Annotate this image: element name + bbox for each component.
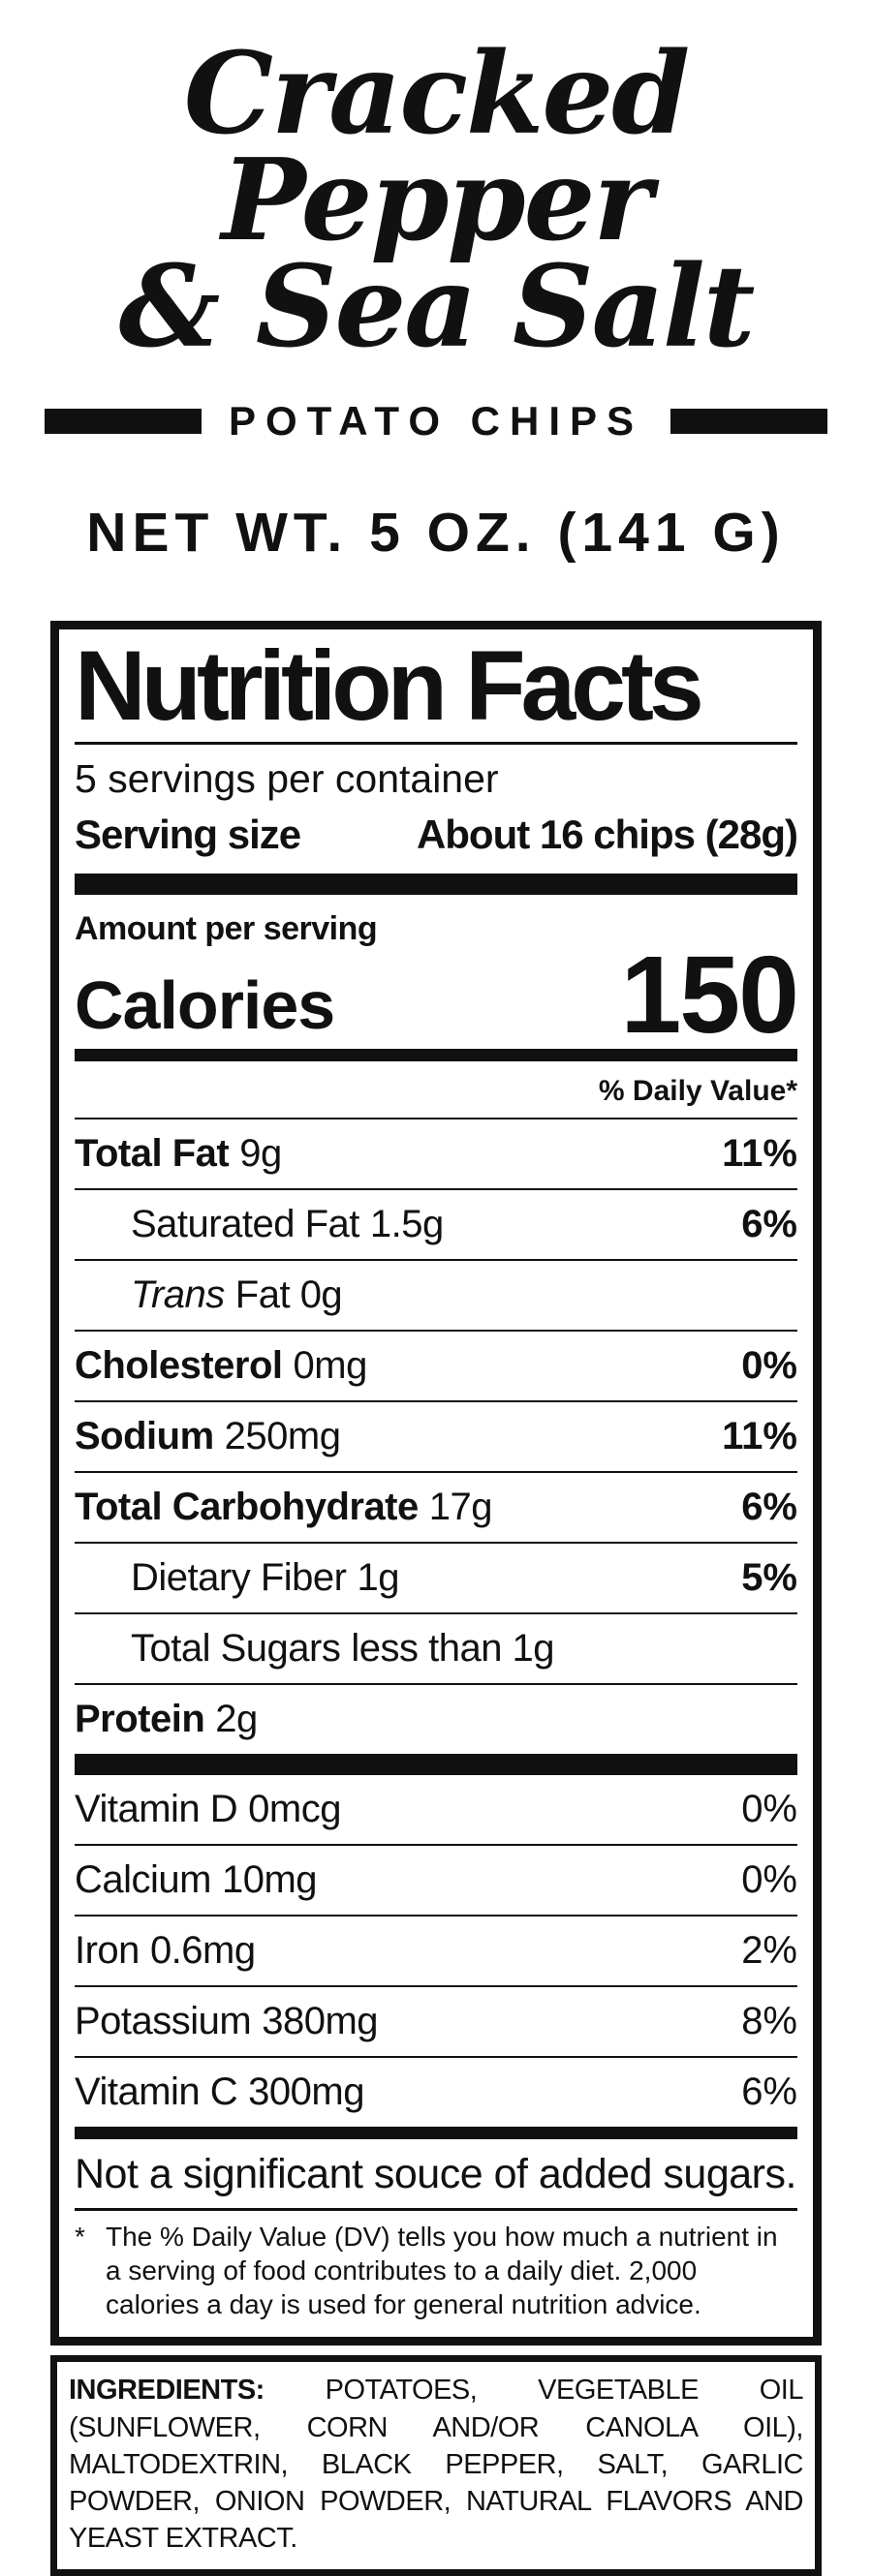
nutrient-dv: 6% — [741, 1203, 797, 1246]
brand-header: Cracked Pepper & Sea Salt POTATO CHIPS N… — [0, 28, 872, 565]
nutrient-dv: 6% — [741, 1486, 797, 1529]
vitamin-row-potassium: Potassium 380mg 8% — [75, 1985, 797, 2056]
nutrient-amount: less than 1g — [351, 1627, 555, 1671]
nutrient-row-total-carbohydrate: Total Carbohydrate 17g 6% — [75, 1471, 797, 1542]
nutrient-label: Trans — [131, 1273, 225, 1317]
nutrient-rows: Total Fat 9g 11% Saturated Fat 1.5g 6% Tra… — [75, 1118, 797, 1754]
nutrition-facts-panel: Nutrition Facts 5 servings per container… — [50, 620, 822, 2346]
vitamin-row-vitamin-c: Vitamin C 300mg 6% — [75, 2056, 797, 2127]
footnote-text: The % Daily Value (DV) tells you how muc… — [106, 2222, 778, 2319]
product-title-line2: & Sea Salt — [118, 241, 756, 374]
nutrient-label: Potassium — [75, 2000, 252, 2043]
nutrient-amount: 10mg — [221, 1858, 318, 1902]
thick-divider — [75, 873, 797, 895]
net-weight: NET WT. 5 OZ. (141 G) — [86, 501, 786, 564]
nutrient-amount: 0mg — [293, 1344, 368, 1388]
nutrient-amount: 9g — [239, 1132, 282, 1176]
nutrient-label: Vitamin D — [75, 1788, 238, 1831]
nutrient-dv: 0% — [741, 1858, 797, 1902]
vitamin-row-iron: Iron 0.6mg 2% — [75, 1915, 797, 1985]
thin-rule — [75, 2208, 797, 2212]
calories-value: 150 — [620, 933, 799, 1056]
vitamin-row-vitamin-d: Vitamin D 0mcg 0% — [75, 1775, 797, 1844]
nutrient-amount: 1.5g — [369, 1203, 444, 1246]
nutrient-dv: 5% — [741, 1556, 797, 1600]
serving-size-label: Serving size — [75, 811, 301, 857]
nutrient-row-protein: Protein 2g — [75, 1683, 797, 1754]
vitamin-row-calcium: Calcium 10mg 0% — [75, 1844, 797, 1915]
nutrient-row-dietary-fiber: Dietary Fiber 1g 5% — [75, 1542, 797, 1612]
product-subtitle-row: POTATO CHIPS — [0, 398, 872, 445]
medium-divider — [75, 2127, 797, 2140]
nutrient-amount: 17g — [428, 1486, 493, 1529]
nutrient-dv: 11% — [722, 1415, 797, 1458]
nutrient-label: Total Fat — [75, 1132, 230, 1176]
nutrient-label: Vitamin C — [75, 2070, 238, 2114]
nutrient-amount: 380mg — [262, 2000, 379, 2043]
nutrient-amount: 2g — [215, 1698, 258, 1741]
nutrient-dv: 2% — [741, 1929, 797, 1973]
nutrient-label: Cholesterol — [75, 1344, 283, 1388]
amount-per-serving: Amount per serving — [75, 909, 378, 947]
nutrient-label: Dietary Fiber — [131, 1556, 347, 1600]
added-sugars-note: Not a significant souce of added sugars. — [75, 2151, 796, 2198]
nutrient-amount: 0mcg — [248, 1788, 341, 1831]
nutrient-row-total-fat: Total Fat 9g 11% — [75, 1118, 797, 1188]
daily-value-header: % Daily Value* — [598, 1075, 797, 1108]
nutrient-row-total-sugars: Total Sugars less than 1g — [75, 1612, 797, 1683]
ingredients-box: INGREDIENTS: POTATOES, VEGETABLE OIL (SU… — [50, 2355, 822, 2576]
footnote-asterisk: * — [75, 2222, 85, 2253]
nutrient-label: Saturated Fat — [131, 1203, 359, 1246]
nutrient-row-cholesterol: Cholesterol 0mg 0% — [75, 1330, 797, 1400]
nutrient-row-trans-fat: Trans Fat 0g — [75, 1259, 797, 1330]
nutrition-facts-title: Nutrition Facts — [75, 629, 704, 741]
nutrient-label: Sodium — [75, 1415, 214, 1458]
thin-rule — [75, 741, 797, 745]
nutrient-label: Calcium — [75, 1858, 211, 1902]
nutrient-amount: 1g — [357, 1556, 399, 1600]
nutrient-label: Total Sugars — [131, 1627, 341, 1671]
nutrient-amount: Fat 0g — [234, 1273, 343, 1317]
product-subtitle: POTATO CHIPS — [228, 397, 644, 444]
thick-divider — [75, 1754, 797, 1776]
nutrient-amount: 300mg — [248, 2070, 364, 2114]
left-bar-rule — [44, 408, 202, 434]
nutrient-label: Iron — [75, 1929, 140, 1973]
ingredients-paragraph: INGREDIENTS: POTATOES, VEGETABLE OIL (SU… — [69, 2372, 804, 2557]
nutrient-dv: 0% — [741, 1344, 797, 1388]
product-title-line1: Cracked Pepper — [183, 28, 691, 267]
nutrient-amount: 0.6mg — [149, 1929, 256, 1973]
nutrient-dv: 8% — [741, 2000, 797, 2043]
nutrient-dv: 11% — [722, 1132, 797, 1176]
nutrient-dv: 0% — [741, 1788, 797, 1831]
nutrient-row-sodium: Sodium 250mg 11% — [75, 1400, 797, 1471]
nutrient-dv: 6% — [741, 2070, 797, 2114]
product-title: Cracked Pepper & Sea Salt — [0, 28, 872, 374]
medium-divider — [75, 1049, 797, 1062]
serving-size-row: Serving size About 16 chips (28g) — [75, 804, 798, 874]
calories-row: Calories 150 — [75, 933, 799, 1056]
serving-size-value: About 16 chips (28g) — [416, 811, 798, 857]
nutrient-label: Protein — [75, 1698, 205, 1741]
calories-label: Calories — [75, 967, 335, 1044]
servings-per-container: 5 servings per container — [75, 755, 499, 801]
chip-bag-label: Cracked Pepper & Sea Salt POTATO CHIPS N… — [0, 28, 872, 2576]
nutrient-amount: 250mg — [224, 1415, 341, 1458]
nutrient-label: Total Carbohydrate — [75, 1486, 419, 1529]
vitamin-rows: Vitamin D 0mcg 0% Calcium 10mg 0% Iron 0.6m… — [75, 1775, 797, 2127]
right-bar-rule — [670, 408, 828, 434]
nutrient-row-saturated-fat: Saturated Fat 1.5g 6% — [75, 1188, 797, 1259]
ingredients-label: INGREDIENTS: — [69, 2375, 265, 2407]
daily-value-footnote: * The % Daily Value (DV) tells you how m… — [75, 2211, 797, 2337]
